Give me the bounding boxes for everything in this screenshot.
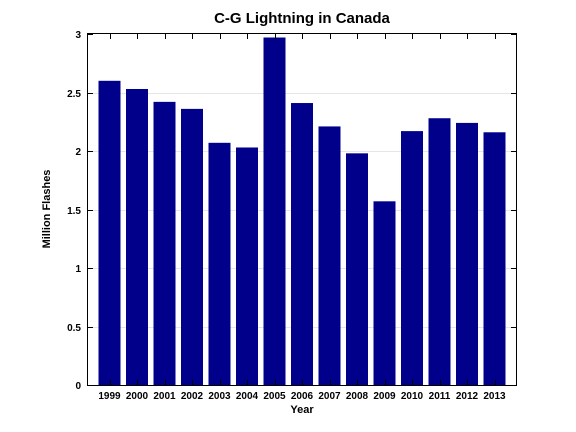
bar-2003 bbox=[208, 142, 231, 385]
x-tick-label: 2000 bbox=[126, 391, 149, 402]
bar-2013 bbox=[483, 132, 506, 385]
x-tick-label: 2013 bbox=[483, 391, 506, 402]
x-axis-ticks: 1999 2000 2001 2002 2003 2004 2005 2006 2007 2008… bbox=[98, 34, 506, 402]
bar-2001 bbox=[153, 101, 176, 386]
x-tick-label: 2010 bbox=[401, 391, 424, 402]
y-axis-label: Million Flashes bbox=[41, 170, 53, 249]
bar-2007 bbox=[318, 126, 341, 386]
x-tick-label: 2011 bbox=[429, 391, 451, 402]
y-tick-label: 2.5 bbox=[67, 89, 81, 100]
y-tick-label: 1 bbox=[75, 264, 81, 275]
bar-2011 bbox=[428, 118, 451, 386]
bar-2010 bbox=[401, 131, 423, 385]
y-tick-label: 0.5 bbox=[67, 323, 81, 334]
bar-2009 bbox=[373, 201, 396, 385]
x-tick-label: 2006 bbox=[291, 391, 314, 402]
bar-2005 bbox=[263, 37, 286, 385]
x-axis-label: Year bbox=[290, 404, 314, 416]
x-tick-label: 2008 bbox=[346, 391, 369, 402]
x-tick-label: 1999 bbox=[98, 391, 121, 402]
x-tick-label: 2005 bbox=[263, 391, 286, 402]
x-tick-label: 2009 bbox=[373, 391, 396, 402]
y-tick-label: 3 bbox=[75, 30, 81, 41]
plot-frame bbox=[87, 33, 517, 386]
y-axis-ticks: 0 0.5 1 1.5 2 2.5 3 bbox=[67, 30, 516, 392]
x-tick-label: 2001 bbox=[153, 391, 176, 402]
x-tick-label: 2003 bbox=[208, 391, 231, 402]
bars bbox=[98, 37, 506, 386]
bar-2006 bbox=[291, 103, 313, 385]
bar-2012 bbox=[456, 122, 478, 386]
bar-1999 bbox=[98, 80, 121, 386]
bar-2000 bbox=[126, 88, 148, 386]
x-tick-label: 2012 bbox=[456, 391, 479, 402]
y-tick-label: 2 bbox=[75, 147, 81, 158]
chart-title: C-G Lightning in Canada bbox=[214, 10, 390, 27]
x-tick-label: 2004 bbox=[236, 391, 259, 402]
y-tick-label: 1.5 bbox=[67, 206, 81, 217]
bar-2002 bbox=[181, 108, 203, 385]
y-tick-label: 0 bbox=[75, 381, 81, 392]
bar-2004 bbox=[236, 147, 258, 385]
x-tick-label: 2007 bbox=[318, 391, 341, 402]
bar-2008 bbox=[346, 153, 368, 385]
x-tick-label: 2002 bbox=[181, 391, 204, 402]
